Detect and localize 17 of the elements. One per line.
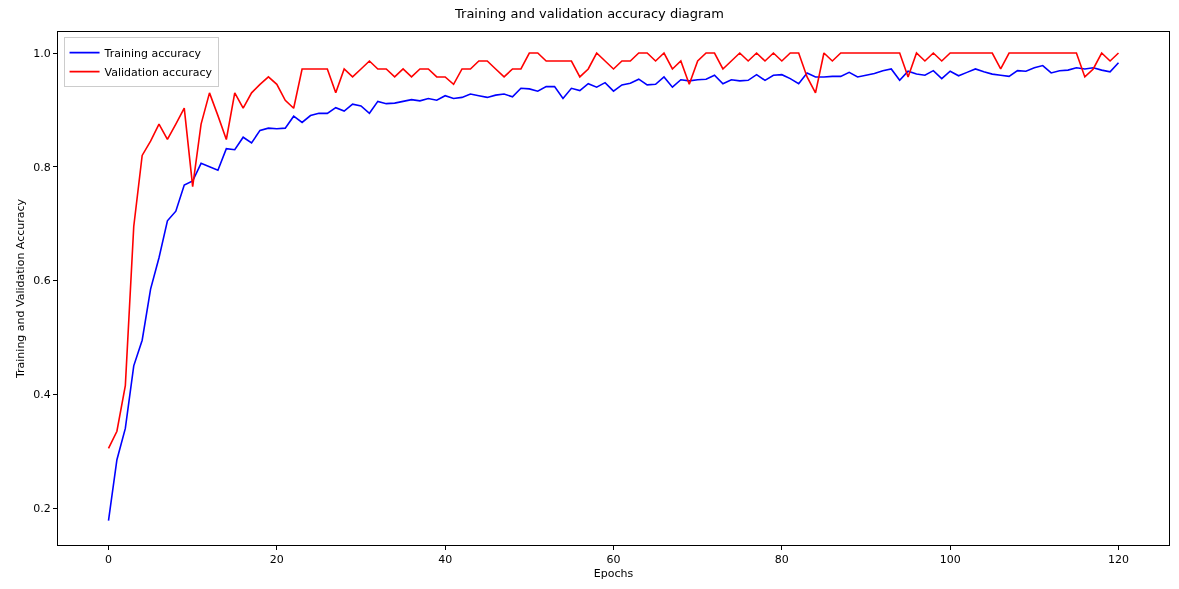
x-axis-title: Epochs: [593, 567, 634, 581]
x-tick-label: 100: [939, 553, 961, 567]
chart-title: Training and validation accuracy diagram: [454, 5, 724, 21]
x-tick-label: 40: [438, 553, 453, 567]
x-tick-label: 0: [105, 553, 112, 567]
y-tick-label: 0.2: [33, 501, 51, 515]
y-tick-label: 0.8: [33, 160, 51, 174]
legend-label: Validation accuracy: [104, 65, 213, 79]
x-tick-label: 20: [269, 553, 284, 567]
x-tick-label: 60: [606, 553, 621, 567]
x-tick-label: 120: [1108, 553, 1129, 567]
y-axis-title: Training and Validation Accuracy: [13, 198, 27, 380]
legend-label: Training accuracy: [103, 46, 202, 60]
y-tick-label: 0.4: [33, 388, 51, 402]
x-tick-label: 80: [774, 553, 789, 567]
y-tick-label: 0.6: [33, 274, 51, 288]
y-tick-label: 1.0: [33, 46, 51, 60]
